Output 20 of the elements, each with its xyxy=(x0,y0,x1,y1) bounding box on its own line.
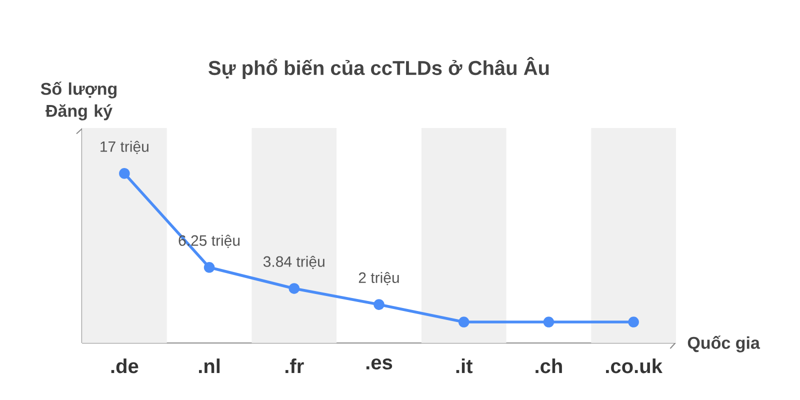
chart-title: Sự phổ biến của ccTLDs ở Châu Âu xyxy=(208,56,549,80)
x-tick-label: .ch xyxy=(536,358,562,374)
x-tick-label: .it xyxy=(456,358,473,374)
x-tick-label: .fr xyxy=(286,358,304,374)
point xyxy=(119,168,130,179)
x-tick-label: .de xyxy=(111,358,138,374)
y-axis-title: Số lượng Đăng ký xyxy=(40,82,117,120)
point xyxy=(458,316,470,328)
data-label: 2 triệu xyxy=(358,272,399,286)
x-tick-label: .nl xyxy=(198,358,220,374)
x-axis-title: Quốc gia xyxy=(688,336,760,352)
point xyxy=(374,299,384,310)
point xyxy=(288,283,300,294)
point xyxy=(204,262,215,273)
data-label: 3.84 triệu xyxy=(263,256,324,270)
point xyxy=(628,316,639,328)
point xyxy=(543,316,554,328)
x-tick-label: .co.uk xyxy=(606,358,662,374)
data-label: 17 triệu xyxy=(100,140,148,154)
x-tick-label: .es xyxy=(366,358,392,370)
